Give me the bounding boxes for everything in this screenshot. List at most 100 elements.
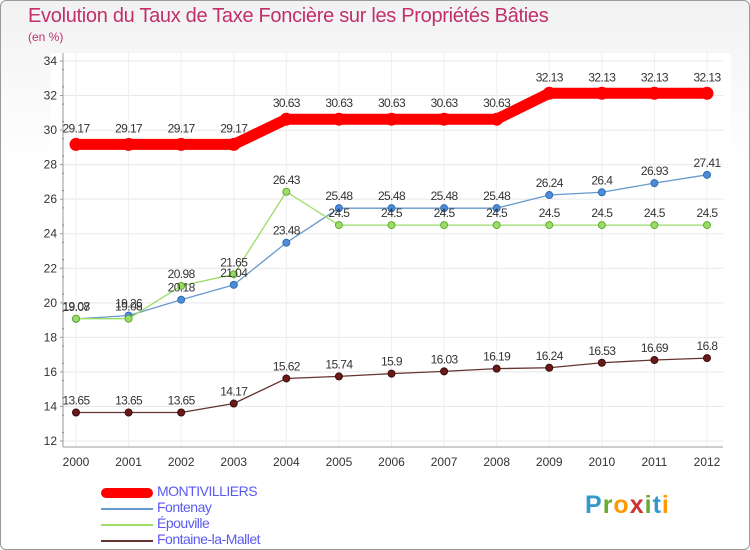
data-point--pouville-2011 [650, 221, 659, 230]
logo-letter: i [661, 491, 670, 519]
logo-letter: x [629, 491, 645, 519]
data-point-fontaine-la-mallet-2006 [387, 369, 396, 378]
data-label--pouville-2011: 24.5 [644, 206, 666, 220]
data-label--pouville-2003: 21.65 [220, 255, 248, 269]
data-label--pouville-2005: 24.5 [328, 206, 350, 220]
data-point--pouville-2012 [703, 221, 711, 230]
data-label--pouville-2010: 24.5 [591, 206, 613, 220]
data-point--pouville-2009 [545, 221, 554, 230]
data-point--pouville-2001 [124, 314, 133, 323]
data-point-fontaine-la-mallet-2012 [703, 354, 711, 363]
data-label-fontenay-2011: 26.93 [641, 164, 669, 178]
data-point-fontaine-la-mallet-2007 [440, 367, 449, 376]
y-tick-label-16: 16 [44, 365, 58, 379]
logo-letter: r [602, 491, 614, 519]
data-label-montivilliers-2005: 30.63 [325, 96, 353, 110]
data-point-fontaine-la-mallet-2010 [597, 358, 606, 367]
data-point-montivilliers-2006 [385, 112, 398, 126]
data-point-fontenay-2002 [177, 295, 186, 304]
legend-swatch-montivilliers [101, 488, 153, 498]
x-tick-label-2006: 2006 [378, 455, 405, 469]
y-tick-label-20: 20 [44, 296, 58, 310]
legend-swatch-epouville [101, 524, 153, 526]
logo-letter: i [644, 491, 653, 519]
data-point-fontaine-la-mallet-2005 [334, 372, 343, 381]
data-point-montivilliers-2012 [700, 86, 714, 100]
y-tick-label-14: 14 [44, 399, 58, 413]
data-label--pouville-2002: 20.98 [168, 267, 196, 281]
data-point--pouville-2004 [282, 187, 291, 196]
data-label-fontenay-2009: 26.24 [536, 176, 564, 190]
data-point-fontenay-2005 [334, 204, 343, 213]
y-tick-label-32: 32 [44, 89, 58, 103]
y-tick-label-12: 12 [44, 434, 58, 448]
data-label--pouville-2008: 24.5 [486, 206, 508, 220]
data-label-fontenay-2005: 25.48 [325, 189, 353, 203]
data-point-montivilliers-2009 [542, 86, 556, 100]
data-label-montivilliers-2009: 32.13 [536, 70, 564, 84]
y-tick-label-26: 26 [44, 192, 58, 206]
data-label-fontenay-2007: 25.48 [431, 189, 459, 203]
data-point-fontenay-2008 [492, 204, 501, 213]
data-point--pouville-2003 [229, 270, 238, 279]
data-label-fontaine-la-mallet-2010: 16.53 [588, 344, 616, 358]
data-point-fontenay-2003 [229, 280, 238, 289]
data-point--pouville-2006 [387, 221, 396, 230]
data-point-montivilliers-2004 [279, 112, 293, 126]
data-label--pouville-2001: 19.08 [115, 300, 143, 314]
data-point-fontaine-la-mallet-2008 [492, 364, 501, 373]
data-point-fontaine-la-mallet-2004 [282, 374, 291, 383]
logo-letter: o [613, 491, 630, 519]
x-tick-label-2005: 2005 [326, 455, 353, 469]
data-label-fontaine-la-mallet-2004: 15.62 [273, 359, 301, 373]
data-label-montivilliers-2002: 29.17 [168, 121, 196, 135]
legend-swatch-fontenay [101, 508, 153, 510]
y-tick-label-28: 28 [44, 158, 58, 172]
data-label--pouville-2006: 24.5 [381, 206, 403, 220]
data-label-montivilliers-2000: 29.17 [62, 121, 90, 135]
x-tick-label-2003: 2003 [220, 455, 247, 469]
data-label-montivilliers-2001: 29.17 [115, 121, 143, 135]
data-point-fontenay-2006 [387, 204, 396, 213]
data-label-montivilliers-2007: 30.63 [431, 96, 459, 110]
x-tick-label-2002: 2002 [168, 455, 195, 469]
data-point-fontenay-2007 [440, 204, 449, 213]
data-point--pouville-2000 [72, 314, 80, 323]
legend-swatch-fontaine-la-mallet [101, 540, 153, 542]
data-point-fontaine-la-mallet-2002 [177, 408, 186, 417]
proxiti-logo: Proxiti [585, 491, 670, 520]
data-label--pouville-2009: 24.5 [539, 206, 561, 220]
data-label-fontenay-2000: 19.07 [62, 300, 90, 314]
data-label-fontaine-la-mallet-2007: 16.03 [431, 352, 459, 366]
data-label-montivilliers-2004: 30.63 [273, 96, 301, 110]
x-tick-label-2010: 2010 [588, 455, 615, 469]
data-label-fontenay-2010: 26.4 [591, 173, 613, 187]
x-tick-label-2007: 2007 [431, 455, 458, 469]
data-label-fontaine-la-mallet-2011: 16.69 [641, 341, 669, 355]
data-point-fontaine-la-mallet-2009 [545, 363, 554, 372]
data-label-fontenay-2001: 19.26 [115, 297, 143, 311]
data-point-fontenay-2004 [282, 238, 291, 247]
x-tick-label-2001: 2001 [115, 455, 142, 469]
x-tick-label-2009: 2009 [536, 455, 563, 469]
data-label-fontaine-la-mallet-2002: 13.65 [168, 394, 196, 408]
data-label-montivilliers-2003: 29.17 [220, 121, 248, 135]
data-label--pouville-2012: 24.5 [697, 206, 719, 220]
legend-label-fontaine-la-mallet: Fontaine-la-Mallet [157, 531, 261, 547]
data-label-fontaine-la-mallet-2005: 15.74 [325, 357, 353, 371]
logo-letter: P [585, 491, 603, 519]
data-point-montivilliers-2000 [69, 137, 83, 151]
data-label-fontenay-2003: 21.04 [220, 266, 248, 280]
logo-letter: t [652, 491, 662, 519]
chart-subtitle: (en %) [28, 30, 64, 44]
data-point--pouville-2008 [492, 221, 501, 230]
data-labels-layer: 29.17 29.17 29.17 29.17 30.63 30.63 30.63 30.63… [62, 70, 722, 408]
data-label-montivilliers-2012: 32.13 [693, 70, 721, 84]
data-point-montivilliers-2010 [595, 86, 609, 100]
series-layer [69, 86, 714, 417]
data-label-montivilliers-2010: 32.13 [588, 70, 616, 84]
x-tick-label-2004: 2004 [273, 455, 300, 469]
x-tick-label-2000: 2000 [63, 455, 90, 469]
legend-label-montivilliers: MONTIVILLIERS [157, 483, 258, 499]
